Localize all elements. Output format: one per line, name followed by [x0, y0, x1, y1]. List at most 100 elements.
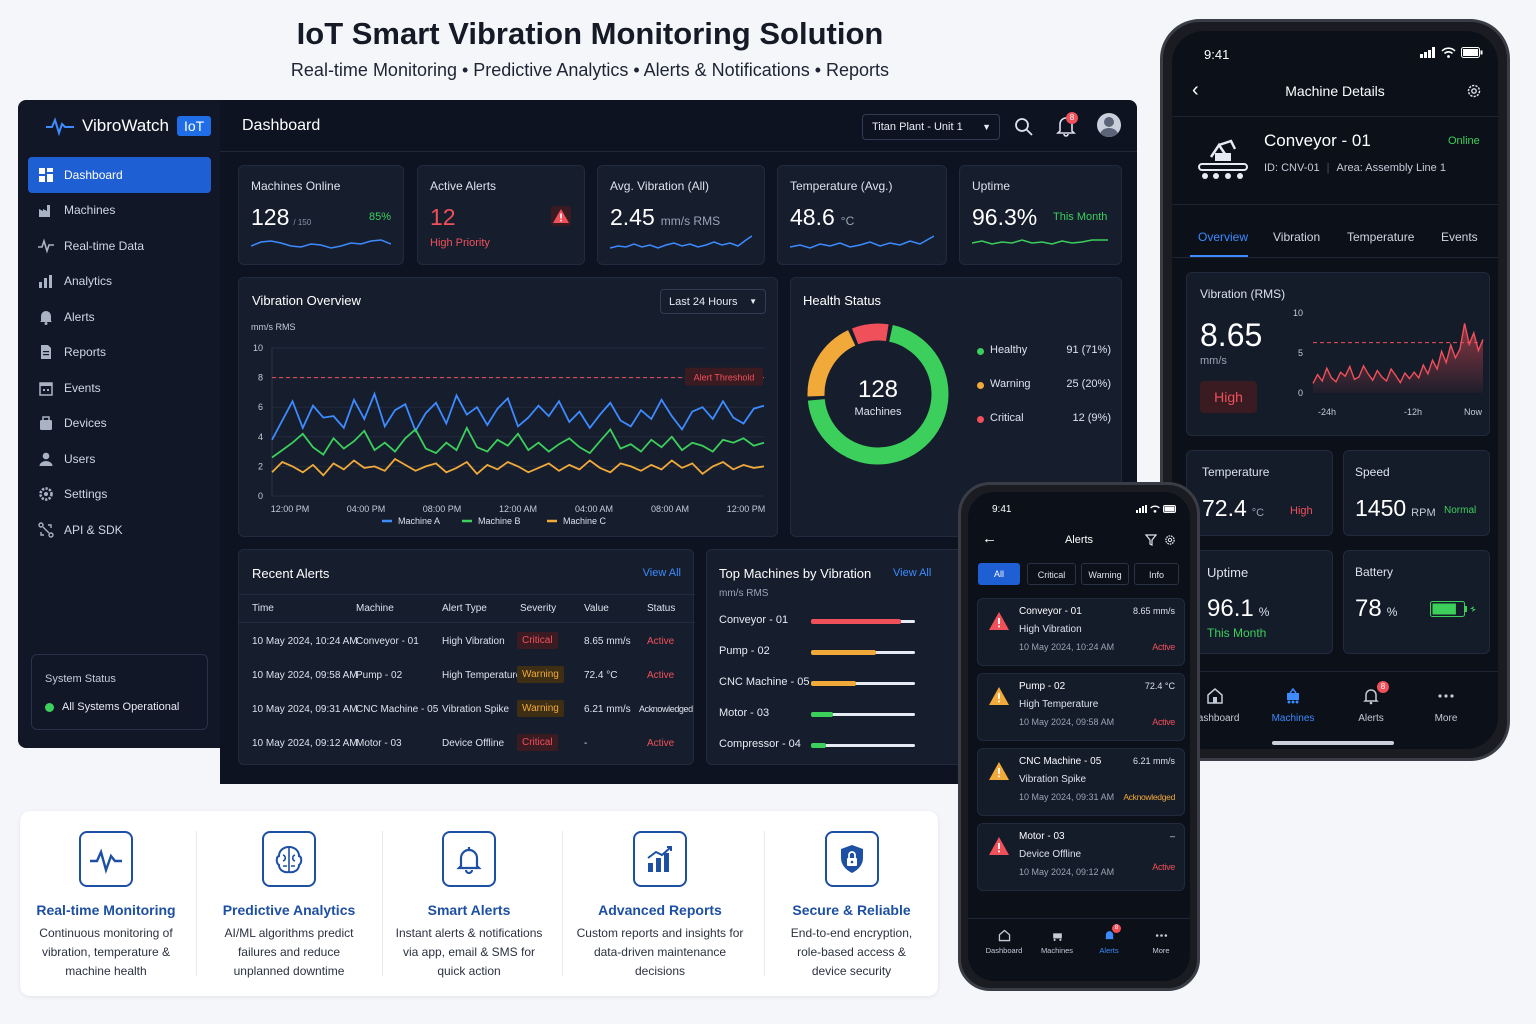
sidebar-item-api-sdk[interactable]: API & SDK — [28, 512, 211, 548]
divider — [382, 831, 383, 976]
speed-card[interactable]: Speed 1450 RPM Normal — [1343, 450, 1490, 536]
table-row[interactable]: 10 May 2024, 09:58 AM Pump - 02 High Tempe… — [239, 666, 695, 691]
notifications-button[interactable]: 8 — [1056, 112, 1078, 137]
filter-info[interactable]: Info — [1134, 563, 1179, 585]
kpi-sparkline — [790, 235, 934, 249]
alert-item[interactable]: Motor - 03 Device Offline 10 May 2024, 09:… — [977, 823, 1185, 891]
sidebar-item-users[interactable]: Users — [28, 441, 211, 477]
legend-label: Machine C — [563, 516, 607, 526]
range-select-value: Last 24 Hours — [669, 295, 738, 308]
tab-vibration[interactable]: Vibration — [1273, 230, 1321, 244]
cell-status: Active — [647, 738, 675, 749]
alert-item[interactable]: Conveyor - 01 High Vibration 10 May 2024, … — [977, 598, 1185, 666]
home-indicator — [1272, 741, 1394, 745]
plant-select[interactable]: Titan Plant - Unit 1 ▼ — [862, 114, 1000, 140]
calendar-icon — [38, 380, 54, 396]
battery-status-icon — [1163, 505, 1176, 513]
tab-overview[interactable]: Overview — [1198, 230, 1249, 244]
legend-item-critical: Critical 12 (9%) — [977, 412, 1111, 430]
chevron-down-icon: ▼ — [982, 122, 991, 132]
feature-secure-reliable: Secure & Reliable End-to-end encryption, … — [765, 811, 938, 996]
temperature-card[interactable]: Temperature 72.4 °C High — [1186, 450, 1333, 536]
kpi-temperature[interactable]: Temperature (Avg.) 48.6 °C — [777, 165, 947, 265]
search-icon[interactable] — [1014, 117, 1034, 137]
sidebar-item-label: API & SDK — [64, 522, 123, 537]
avatar[interactable] — [1097, 113, 1121, 137]
sidebar-item-reports[interactable]: Reports — [28, 335, 211, 371]
sidebar-item-dashboard[interactable]: Dashboard — [28, 157, 211, 193]
alert-item[interactable]: Pump - 02 High Temperature 10 May 2024, 09… — [977, 673, 1185, 741]
speed-label: Speed — [1355, 465, 1390, 479]
sidebar-item-devices[interactable]: Devices — [28, 406, 211, 442]
nav-alerts[interactable]: 8 Alerts — [1339, 681, 1403, 724]
kpi-sparkline — [972, 239, 1108, 245]
tab-events[interactable]: Events — [1441, 230, 1478, 244]
tab-temperature[interactable]: Temperature — [1347, 230, 1415, 244]
kpi-active-alerts[interactable]: Active Alerts 12 High Priority — [417, 165, 585, 265]
card-title: Recent Alerts — [252, 566, 330, 581]
x-tick-label: 12:00 PM — [271, 504, 310, 514]
legend-item-warning: Warning 25 (20%) — [977, 378, 1111, 396]
sidebar-item-events[interactable]: Events — [28, 370, 211, 406]
dashboard-icon — [38, 167, 54, 183]
sidebar-item-label: Events — [64, 380, 101, 395]
gear-icon[interactable] — [1466, 83, 1482, 99]
sidebar-item-real-time-data[interactable]: Real-time Data — [28, 228, 211, 264]
nav-alerts[interactable]: 8 Alerts — [1083, 924, 1135, 955]
brand-logo[interactable]: VibroWatch IoT — [46, 116, 212, 136]
range-select[interactable]: Last 24 Hours ▼ — [660, 289, 766, 314]
view-all-link[interactable]: View All — [642, 567, 681, 579]
machine-area: Area: Assembly Line 1 — [1336, 162, 1446, 174]
sidebar-item-machines[interactable]: Machines — [28, 193, 211, 229]
uptime-value: 96.1% — [1207, 595, 1269, 623]
kpi-machines-online[interactable]: Machines Online 128/ 150 85% — [238, 165, 404, 265]
sidebar-item-settings[interactable]: Settings — [28, 477, 211, 513]
legend-value: 25 (20%) — [1066, 378, 1111, 390]
kpi-uptime[interactable]: Uptime 96.3% This Month — [959, 165, 1122, 265]
kpi-value: 48.6 °C — [790, 204, 854, 231]
plant-select-value: Titan Plant - Unit 1 — [872, 121, 963, 133]
alert-type: High Temperature — [1019, 699, 1099, 710]
alert-type: Vibration Spike — [1019, 774, 1087, 785]
battery-card[interactable]: Battery 78% — [1343, 550, 1490, 654]
kpi-avg-vibration[interactable]: Avg. Vibration (All) 2.45 mm/s RMS — [597, 165, 765, 265]
battery-unit: % — [1386, 605, 1398, 619]
bell-icon: 8 — [1083, 924, 1135, 943]
filter-warning[interactable]: Warning — [1081, 563, 1129, 585]
nav-machines[interactable]: Machines — [1031, 929, 1083, 955]
y-tick-label: 5 — [1298, 348, 1303, 358]
nav-more[interactable]: More — [1135, 929, 1187, 955]
sidebar-item-alerts[interactable]: Alerts — [28, 299, 211, 335]
nav-machines[interactable]: Machines — [1261, 687, 1325, 724]
table-row[interactable]: 10 May 2024, 10:24 AM Conveyor - 01 High V… — [239, 632, 695, 657]
cell-type: High Vibration — [442, 636, 505, 647]
cell-status: Active — [647, 670, 675, 681]
legend-label: Warning — [990, 378, 1031, 390]
cell-value: 6.21 mm/s — [584, 704, 631, 715]
alert-status: Active — [1152, 717, 1175, 727]
filter-all[interactable]: All — [978, 563, 1020, 585]
filter-critical[interactable]: Critical — [1027, 563, 1076, 585]
machine-name: Conveyor - 01 — [1264, 131, 1371, 150]
table-row[interactable]: 10 May 2024, 09:31 AM CNC Machine - 05 Vib… — [239, 700, 695, 725]
feature-description: End-to-end encryption, role-based access… — [790, 926, 913, 978]
nav-dashboard[interactable]: Dashboard — [978, 929, 1030, 955]
vibration-card[interactable]: Vibration (RMS) 8.65 mm/s High 0 5 10 -24h -… — [1186, 272, 1490, 436]
y-tick-label: 0 — [258, 491, 263, 501]
gear-icon[interactable] — [1164, 534, 1176, 546]
legend-dot — [977, 348, 984, 355]
uptime-card[interactable]: Uptime 96.1% This Month — [1186, 550, 1333, 654]
back-arrow-icon[interactable]: ‹ — [1192, 79, 1199, 101]
kpi-unit: mm/s RMS — [660, 214, 721, 228]
alert-value: – — [1169, 831, 1175, 841]
nav-more[interactable]: More — [1414, 687, 1478, 724]
sidebar-item-analytics[interactable]: Analytics — [28, 264, 211, 300]
filter-icon[interactable] — [1145, 534, 1157, 546]
back-arrow-icon[interactable]: ← — [982, 530, 997, 547]
table-row[interactable]: 10 May 2024, 09:12 AM Motor - 03 Device Of… — [239, 734, 695, 759]
nav-dashboard[interactable]: Dashboard — [1183, 687, 1247, 724]
screen-title: Alerts — [1064, 534, 1094, 546]
alert-item[interactable]: CNC Machine - 05 Vibration Spike 10 May 20… — [977, 748, 1185, 816]
view-all-link[interactable]: View All — [893, 567, 932, 579]
legend-value: 91 (71%) — [1066, 344, 1111, 356]
